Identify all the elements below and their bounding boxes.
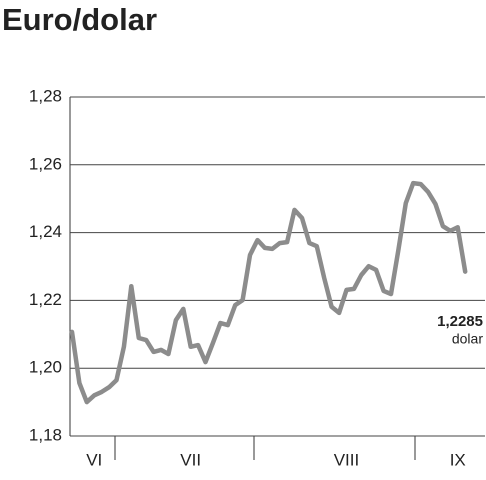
x-tick-label: VII <box>180 450 201 469</box>
y-tick-label: 1,20 <box>29 358 62 377</box>
line <box>69 180 468 405</box>
y-tick-label: 1,24 <box>29 222 62 241</box>
y-tick-label: 1,22 <box>29 290 62 309</box>
y-tick-label: 1,26 <box>29 154 62 173</box>
last-value-unit: dolar <box>452 331 483 347</box>
x-tick-label: VIII <box>334 450 360 469</box>
chart-title: Euro/dolar <box>2 2 157 37</box>
x-tick-label: VI <box>86 450 102 469</box>
last-value-label: 1,2285 <box>437 313 483 330</box>
y-tick-label: 1,18 <box>29 425 62 444</box>
x-tick-label: IX <box>450 450 466 469</box>
y-tick-label: 1,28 <box>29 86 62 105</box>
